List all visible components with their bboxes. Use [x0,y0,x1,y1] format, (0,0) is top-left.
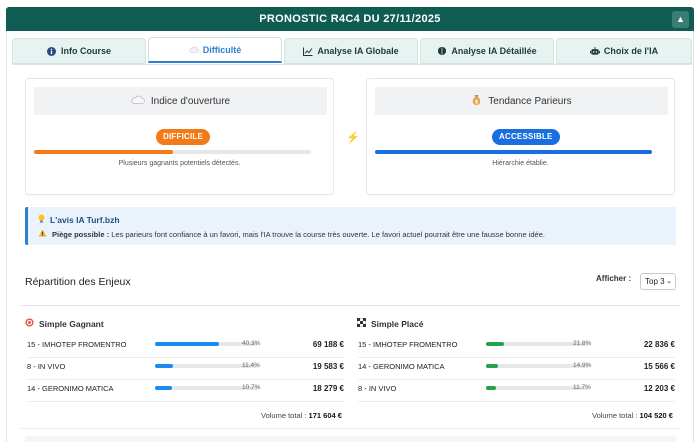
table-row: 8 - IN VIVO 11.7% 12 203 € [358,380,675,398]
stake-bar [486,386,589,390]
page-header: PRONOSTIC R4C4 DU 27/11/2025 ▲ [6,7,694,31]
row-divider [27,379,344,380]
info-icon [47,46,57,56]
tab-divider [12,64,692,65]
tab-label: Choix de l'IA [603,46,659,56]
stake-amount: 69 188 € [312,340,344,349]
target-icon [25,318,34,329]
tab-analyse-ia-globale[interactable]: Analyse IA Globale [284,38,418,64]
divider [20,305,680,306]
horse-name: 8 - IN VIVO [358,384,397,393]
select-value: Top 3 [645,277,665,286]
checkered-flag-icon [356,317,367,329]
tab-label: Analyse IA Globale [317,46,399,56]
difficulty-badge: DIFFICILE [156,129,211,145]
table-row: 8 - IN VIVO 11.4% 19 583 € [27,358,344,376]
tab-bar: Info Course Difficulté Analyse IA Global… [12,37,692,64]
total-label: Volume total : [261,411,307,420]
column-title: Simple Gagnant [39,318,104,329]
tab-label: Analyse IA Détaillée [451,46,537,56]
bolt-icon: ⚡ [346,132,360,144]
tab-label: Info Course [60,46,111,56]
table-row: 15 - IMHOTEP FROMENTRO 21.8% 22 836 € [358,336,675,354]
page-title: PRONOSTIC R4C4 DU 27/11/2025 [259,13,441,25]
brain-icon [437,46,447,56]
simple-gagnant-title: Simple Gagnant [25,318,104,329]
horse-name: 14 - GERONIMO MATICA [27,384,114,393]
ia-advice-alert: L'avis IA Turf.bzh Piège possible : Les … [25,207,676,245]
card-description: Plusieurs gagnants potentiels détectés. [118,160,241,167]
stake-bar [155,386,258,390]
row-divider [358,357,675,358]
warning-icon [38,229,47,239]
svg-text:$: $ [475,99,478,105]
stake-percent: 11.7% [573,384,591,391]
cloud-icon [131,95,145,107]
top-select[interactable]: Top 3 ⌄ [640,273,676,290]
chevron-down-icon: ⌄ [666,278,672,285]
horse-name: 15 - IMHOTEP FROMENTRO [358,340,458,349]
total-label: Volume total : [592,411,638,420]
table-row: 14 - GERONIMO MATICA 10.7% 18 279 € [27,380,344,398]
tendance-progress [375,150,652,154]
horse-name: 8 - IN VIVO [27,362,66,371]
stake-percent: 40.3% [242,340,261,347]
stake-percent: 14.9% [573,362,592,369]
card-header: Indice d'ouverture [34,87,327,115]
divider [20,428,680,429]
stake-amount: 19 583 € [312,362,344,371]
row-divider [27,401,344,402]
row-divider [27,357,344,358]
card-title: Tendance Parieurs [488,95,572,107]
row-divider [358,379,675,380]
tab-label: Difficulté [202,44,242,55]
stake-amount: 18 279 € [312,384,344,393]
accessibility-badge: ACCESSIBLE [492,129,560,145]
stake-bar [155,364,258,368]
total-value: 171 604 € [308,411,342,420]
horse-name: 15 - IMHOTEP FROMENTRO [27,340,127,349]
tab-info-course[interactable]: Info Course [12,38,146,64]
card-header: $ Tendance Parieurs [375,87,668,115]
stake-amount: 22 836 € [643,340,675,349]
tab-choix-ia[interactable]: Choix de l'IA [556,38,692,64]
alert-title: L'avis IA Turf.bzh [50,215,120,225]
card-description: Hiérarchie établie. [492,160,549,167]
indice-ouverture-card: Indice d'ouverture DIFFICILE Plusieurs g… [25,78,334,195]
horse-name: 14 - GERONIMO MATICA [358,362,445,371]
ouverture-progress [34,150,311,154]
stake-bar [486,364,589,368]
total-value: 104 520 € [639,411,673,420]
stake-amount: 12 203 € [643,384,675,393]
chart-line-icon [303,46,313,56]
simple-place-title: Simple Placé [356,317,424,329]
stake-percent: 21.8% [573,340,592,347]
money-bag-icon: $ [471,94,482,109]
repartition-title: Répartition des Enjeux [25,276,131,288]
stake-percent: 10.7% [242,384,261,391]
column-title: Simple Placé [371,318,424,329]
stake-bar [155,342,258,346]
card-title: Indice d'ouverture [150,95,231,107]
tab-difficulte[interactable]: Difficulté [148,37,282,63]
table-row: 15 - IMHOTEP FROMENTRO 40.3% 69 188 € [27,336,344,354]
next-section-edge [25,436,676,442]
chevron-up-icon[interactable]: ▲ [672,11,689,28]
tab-analyse-ia-detaillee[interactable]: Analyse IA Détaillée [420,38,554,64]
stake-bar [486,342,589,346]
cloud-icon [189,45,199,55]
lightbulb-icon [38,214,45,226]
tendance-parieurs-card: $ Tendance Parieurs ACCESSIBLE Hiérarchi… [366,78,675,195]
table-row: 14 - GERONIMO MATICA 14.9% 15 566 € [358,358,675,376]
piege-label: Piège possible : [52,229,110,239]
stake-percent: 11.4% [242,362,260,369]
row-divider [358,401,675,402]
afficher-label: Afficher : [596,274,632,283]
place-total: Volume total : 104 520 € [592,411,673,420]
gagnant-total: Volume total : 171 604 € [261,411,342,420]
stake-amount: 15 566 € [643,362,675,371]
robot-icon [589,46,600,56]
piege-text: Les parieurs font confiance à un favori,… [111,229,545,239]
